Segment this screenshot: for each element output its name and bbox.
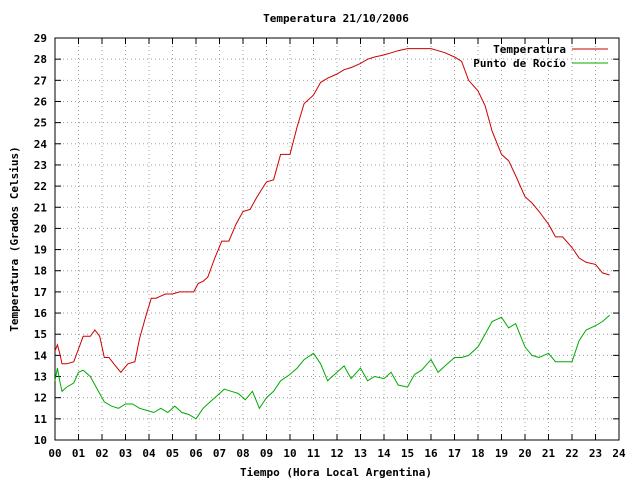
x-tick-label: 12 (330, 447, 343, 460)
y-axis-label: Temperatura (Grados Celsius) (8, 146, 21, 331)
series-lines (54, 48, 610, 420)
x-tick-label: 21 (542, 447, 556, 460)
x-tick-label: 02 (95, 447, 108, 460)
y-tick-label: 12 (34, 392, 47, 405)
y-tick-label: 29 (34, 32, 47, 45)
x-tick-label: 09 (260, 447, 273, 460)
y-tick-label: 22 (34, 180, 47, 193)
x-tick-label: 24 (612, 447, 626, 460)
legend-label: Temperatura (493, 43, 566, 56)
y-tick-label: 24 (34, 138, 48, 151)
y-tick-label: 13 (34, 371, 47, 384)
x-tick-label: 22 (565, 447, 578, 460)
x-tick-label: 16 (424, 447, 438, 460)
x-tick-label: 18 (471, 447, 484, 460)
x-tick-label: 07 (213, 447, 226, 460)
y-tick-label: 17 (34, 286, 47, 299)
x-tick-label: 15 (401, 447, 414, 460)
y-axis-ticks: 10 11 12 13 14 15 16 17 18 19 20 21 22 23 24 25 26 27 28 29 (34, 32, 619, 447)
x-tick-label: 23 (589, 447, 602, 460)
x-tick-label: 10 (283, 447, 296, 460)
y-tick-label: 23 (34, 159, 47, 172)
y-tick-label: 26 (34, 95, 48, 108)
x-axis-label: Tiempo (Hora Local Argentina) (240, 466, 432, 479)
x-tick-label: 20 (518, 447, 531, 460)
y-tick-label: 11 (34, 413, 48, 426)
x-tick-label: 17 (448, 447, 461, 460)
x-tick-label: 05 (166, 447, 179, 460)
y-tick-label: 19 (34, 244, 47, 257)
y-tick-label: 20 (34, 222, 47, 235)
x-tick-label: 00 (48, 447, 61, 460)
x-tick-label: 08 (236, 447, 249, 460)
series-line-1 (54, 314, 610, 420)
x-tick-label: 06 (189, 447, 203, 460)
x-axis-ticks: 00 01 02 03 04 05 06 07 08 09 10 11 12 13 14 15 16 17 18 19… (48, 38, 626, 460)
y-tick-label: 18 (34, 265, 47, 278)
y-tick-label: 25 (34, 117, 47, 130)
x-tick-label: 03 (119, 447, 132, 460)
legend-label: Punto de Rocío (473, 57, 566, 70)
chart-title: Temperatura 21/10/2006 (263, 12, 409, 25)
series-line-0 (54, 48, 610, 374)
x-tick-label: 04 (142, 447, 156, 460)
grid-lines (55, 38, 619, 440)
y-tick-label: 15 (34, 328, 47, 341)
y-tick-label: 16 (34, 307, 48, 320)
x-tick-label: 01 (72, 447, 86, 460)
x-tick-label: 11 (307, 447, 321, 460)
x-tick-label: 14 (377, 447, 391, 460)
y-tick-label: 21 (34, 201, 48, 214)
y-tick-label: 14 (34, 349, 48, 362)
y-tick-label: 28 (34, 53, 47, 66)
x-tick-label: 13 (354, 447, 367, 460)
x-tick-label: 19 (495, 447, 508, 460)
y-tick-label: 27 (34, 74, 47, 87)
y-tick-label: 10 (34, 434, 47, 447)
